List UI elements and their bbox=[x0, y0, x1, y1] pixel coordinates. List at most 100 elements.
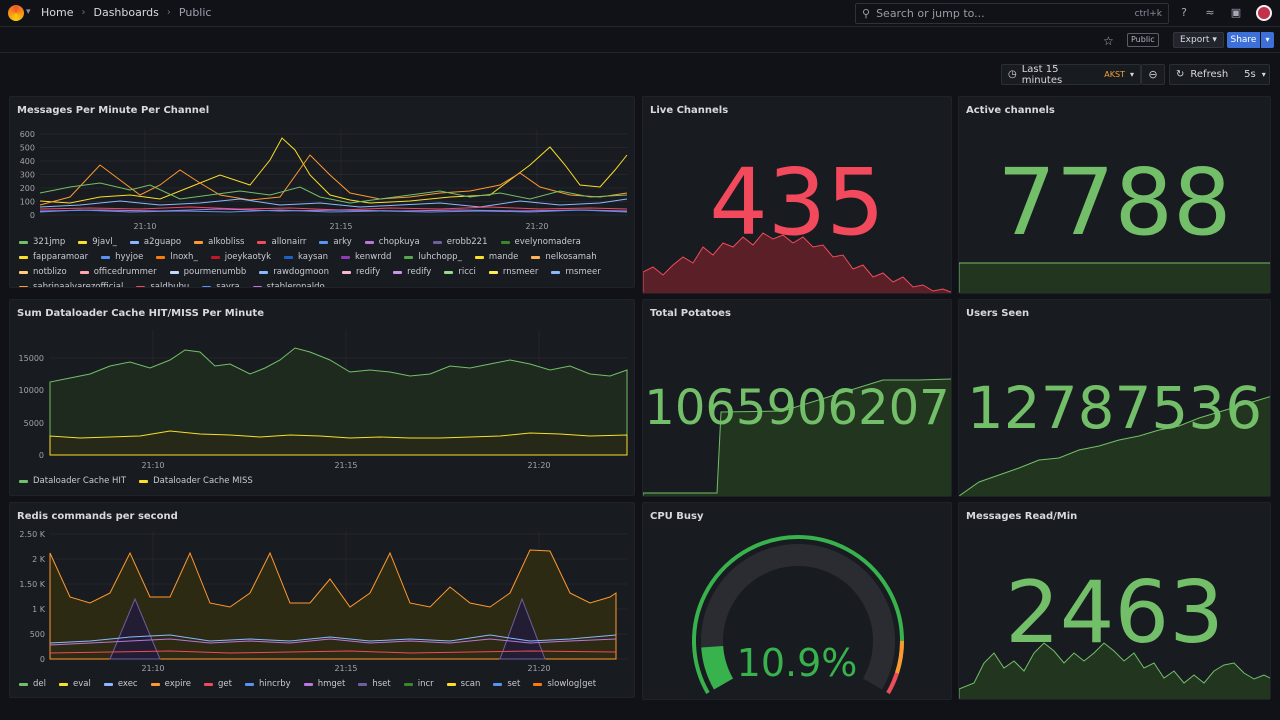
series-line bbox=[39, 209, 628, 213]
legend-item[interactable]: fapparamoar bbox=[19, 252, 88, 262]
legend-swatch-icon bbox=[194, 240, 204, 244]
legend-swatch-icon bbox=[404, 255, 414, 259]
legend-swatch-icon bbox=[59, 682, 68, 686]
refresh-button[interactable]: ↻ Refresh 5s ▾ bbox=[1169, 64, 1270, 85]
legend-item[interactable]: 321jmp bbox=[19, 237, 65, 247]
legend-swatch-icon bbox=[19, 285, 28, 287]
legend-item[interactable]: chopkuya bbox=[364, 237, 420, 247]
legend-label: lnoxh_ bbox=[170, 252, 198, 262]
legend-item[interactable]: sayra bbox=[202, 282, 240, 287]
panel-active-channels: Active channels 7788 bbox=[958, 96, 1271, 294]
legend-item[interactable]: lnoxh_ bbox=[156, 252, 198, 262]
legend-item[interactable]: hyyjoe bbox=[101, 252, 143, 262]
legend-item[interactable]: redify bbox=[342, 267, 380, 277]
zoom-out-icon[interactable]: ⊖ bbox=[1141, 64, 1165, 85]
star-icon[interactable]: ☆ bbox=[1103, 34, 1114, 48]
legend-item[interactable]: rnsmeer bbox=[488, 267, 538, 277]
legend-item[interactable]: luhchopp_ bbox=[404, 252, 462, 262]
legend-item[interactable]: Dataloader Cache MISS bbox=[139, 476, 253, 486]
legend-item[interactable]: evelynomadera bbox=[500, 237, 581, 247]
kiosk-monitor-icon[interactable]: ▣ bbox=[1230, 6, 1242, 19]
public-badge: Public bbox=[1127, 33, 1159, 47]
legend-item[interactable]: set bbox=[493, 679, 520, 689]
legend-item[interactable]: exec bbox=[103, 679, 138, 689]
help-icon[interactable]: ? bbox=[1181, 6, 1187, 19]
legend-label: hmget bbox=[317, 679, 346, 689]
legend-item[interactable]: notblizo bbox=[19, 267, 67, 277]
y-tick: 5000 bbox=[24, 419, 44, 428]
legend-item[interactable]: 9javl_ bbox=[78, 237, 117, 247]
legend-label: scan bbox=[460, 679, 481, 689]
legend-item[interactable]: del bbox=[19, 679, 46, 689]
legend-item[interactable]: expire bbox=[150, 679, 191, 689]
panel-title[interactable]: Active channels bbox=[966, 105, 1055, 116]
legend-item[interactable]: pourmenumbb bbox=[169, 267, 246, 277]
series-line bbox=[39, 137, 628, 204]
legend-item[interactable]: arky bbox=[319, 237, 352, 247]
x-tick: 21:20 bbox=[527, 461, 550, 470]
legend-item[interactable]: sabrinaalvarezofficial bbox=[19, 282, 123, 287]
legend-item[interactable]: hset bbox=[358, 679, 391, 689]
panel-messages-read: Messages Read/Min 2463 bbox=[958, 502, 1271, 700]
legend-item[interactable]: redify bbox=[393, 267, 431, 277]
legend-item[interactable]: alkobliss bbox=[194, 237, 244, 247]
refresh-interval[interactable]: 5s bbox=[1244, 69, 1256, 80]
legend-swatch-icon bbox=[393, 270, 403, 274]
time-range-picker[interactable]: ◷ Last 15 minutes AKST ▾ bbox=[1001, 64, 1141, 86]
legend-swatch-icon bbox=[78, 240, 88, 244]
cpu-gauge bbox=[692, 535, 904, 694]
legend-item[interactable]: eval bbox=[59, 679, 91, 689]
legend-item[interactable]: kenwrdd bbox=[341, 252, 391, 262]
export-button[interactable]: Export ▾ bbox=[1173, 32, 1224, 48]
panel-title[interactable]: Messages Per Minute Per Channel bbox=[17, 105, 210, 116]
legend-swatch-icon bbox=[319, 240, 329, 244]
panel-title[interactable]: Total Potatoes bbox=[650, 308, 731, 319]
legend-item[interactable]: officedrummer bbox=[79, 267, 157, 277]
legend-item[interactable]: hmget bbox=[303, 679, 346, 689]
legend-label: nelkosamah bbox=[545, 252, 597, 262]
legend-item[interactable]: rnsmeer bbox=[551, 267, 601, 277]
breadcrumb-home[interactable]: Home bbox=[41, 6, 74, 19]
legend-item[interactable]: mande bbox=[474, 252, 518, 262]
legend-swatch-icon bbox=[257, 240, 267, 244]
legend-item[interactable]: hincrby bbox=[244, 679, 291, 689]
legend-item[interactable]: erobb221 bbox=[432, 237, 488, 247]
x-tick: 21:10 bbox=[141, 664, 164, 673]
search-input[interactable]: ⚲ Search or jump to... ctrl+k bbox=[855, 3, 1169, 24]
panel-title[interactable]: Users Seen bbox=[966, 308, 1030, 319]
legend-label: notblizo bbox=[33, 267, 67, 277]
legend-item[interactable]: a2guapo bbox=[129, 237, 181, 247]
legend-item[interactable]: rawdogmoon bbox=[259, 267, 329, 277]
news-feed-icon[interactable]: ≈ bbox=[1205, 6, 1215, 19]
x-tick: 21:15 bbox=[334, 461, 357, 470]
legend-item[interactable]: stableronaldo bbox=[252, 282, 325, 287]
panel-title[interactable]: CPU Busy bbox=[650, 511, 704, 522]
share-button[interactable]: Share bbox=[1227, 32, 1260, 48]
user-avatar[interactable] bbox=[1256, 5, 1272, 21]
legend-item[interactable]: scan bbox=[446, 679, 481, 689]
chevron-down-icon[interactable]: ▾ bbox=[26, 7, 31, 17]
legend-item[interactable]: allonairr bbox=[257, 237, 306, 247]
legend-item[interactable]: joeykaotyk bbox=[210, 252, 271, 262]
x-tick: 21:20 bbox=[525, 222, 548, 231]
legend-item[interactable]: slowlog|get bbox=[533, 679, 596, 689]
legend-item[interactable]: get bbox=[204, 679, 232, 689]
panel-title[interactable]: Live Channels bbox=[650, 105, 729, 116]
legend-item[interactable]: Dataloader Cache HIT bbox=[19, 476, 126, 486]
breadcrumb-dashboards[interactable]: Dashboards bbox=[93, 6, 159, 19]
share-options-chevron-icon[interactable]: ▾ bbox=[1261, 32, 1274, 48]
stat-value: 1065906207 bbox=[644, 380, 950, 436]
legend-item[interactable]: kaysan bbox=[284, 252, 328, 262]
panel-title[interactable]: Messages Read/Min bbox=[966, 511, 1078, 522]
legend-item[interactable]: saldbubu bbox=[136, 282, 189, 287]
legend-label: alkobliss bbox=[208, 237, 245, 247]
grafana-logo-icon[interactable] bbox=[8, 5, 24, 21]
breadcrumb-separator-icon: › bbox=[166, 7, 171, 18]
panel-title[interactable]: Sum Dataloader Cache HIT/MISS Per Minute bbox=[17, 308, 264, 319]
legend-item[interactable]: incr bbox=[403, 679, 434, 689]
panel-title[interactable]: Redis commands per second bbox=[17, 511, 178, 522]
series-line bbox=[39, 208, 628, 212]
legend-item[interactable]: nelkosamah bbox=[531, 252, 597, 262]
legend-item[interactable]: ricci bbox=[444, 267, 476, 277]
legend-swatch-icon bbox=[129, 240, 139, 244]
